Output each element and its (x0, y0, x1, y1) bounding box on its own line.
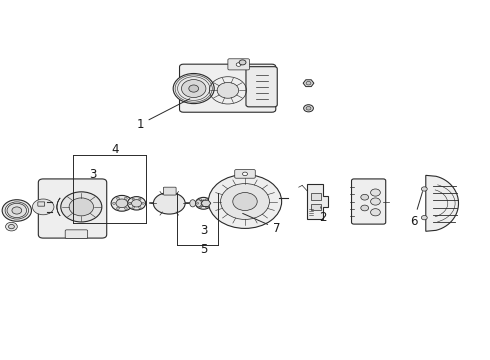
Circle shape (7, 203, 26, 218)
Bar (311, 193, 321, 200)
Ellipse shape (111, 195, 133, 211)
Ellipse shape (153, 193, 185, 214)
Circle shape (132, 198, 134, 200)
Circle shape (124, 207, 127, 210)
Text: 3: 3 (200, 224, 207, 237)
FancyBboxPatch shape (179, 64, 276, 112)
Circle shape (199, 206, 202, 208)
Circle shape (139, 207, 141, 208)
Circle shape (243, 172, 247, 176)
FancyBboxPatch shape (228, 59, 249, 70)
Circle shape (370, 209, 380, 216)
Circle shape (208, 175, 282, 228)
Circle shape (233, 193, 257, 211)
Circle shape (208, 203, 210, 204)
FancyBboxPatch shape (38, 179, 107, 238)
Ellipse shape (116, 199, 128, 208)
Polygon shape (201, 200, 211, 206)
Circle shape (370, 189, 380, 196)
Circle shape (306, 81, 311, 85)
Circle shape (124, 197, 127, 199)
Circle shape (236, 63, 241, 66)
Circle shape (128, 202, 131, 204)
Text: 4: 4 (112, 143, 119, 156)
Circle shape (205, 199, 207, 201)
Ellipse shape (127, 197, 146, 210)
Circle shape (117, 207, 120, 210)
Circle shape (361, 205, 368, 211)
Text: 6: 6 (410, 192, 422, 228)
Circle shape (32, 199, 54, 215)
Text: 7: 7 (243, 213, 280, 235)
Circle shape (306, 107, 311, 110)
FancyBboxPatch shape (351, 179, 386, 224)
Circle shape (196, 203, 199, 204)
Circle shape (181, 80, 206, 98)
Circle shape (5, 222, 17, 231)
FancyBboxPatch shape (246, 67, 277, 107)
Ellipse shape (196, 197, 212, 209)
Circle shape (199, 199, 202, 201)
FancyBboxPatch shape (163, 187, 176, 195)
FancyBboxPatch shape (65, 230, 88, 238)
FancyBboxPatch shape (235, 170, 255, 178)
Text: 5: 5 (200, 243, 207, 256)
Circle shape (69, 198, 94, 216)
Circle shape (12, 207, 22, 214)
Circle shape (8, 225, 14, 229)
Circle shape (421, 216, 427, 220)
Polygon shape (426, 175, 459, 231)
Circle shape (173, 73, 214, 104)
Polygon shape (303, 80, 314, 87)
Circle shape (239, 60, 246, 65)
Circle shape (139, 198, 141, 200)
Circle shape (142, 202, 145, 204)
Ellipse shape (190, 200, 196, 207)
Circle shape (421, 187, 427, 191)
Circle shape (2, 200, 31, 221)
FancyBboxPatch shape (38, 202, 45, 206)
Circle shape (370, 198, 380, 205)
Circle shape (113, 202, 116, 204)
Ellipse shape (196, 200, 201, 207)
Circle shape (304, 105, 314, 112)
Circle shape (361, 194, 368, 200)
Bar (311, 204, 321, 211)
Circle shape (132, 207, 134, 208)
Circle shape (61, 192, 102, 222)
Circle shape (189, 85, 198, 92)
Text: 3: 3 (89, 168, 96, 181)
Circle shape (117, 197, 120, 199)
Circle shape (217, 82, 239, 98)
Ellipse shape (131, 200, 142, 207)
Polygon shape (307, 184, 328, 219)
Polygon shape (184, 67, 272, 109)
Circle shape (129, 202, 131, 204)
Circle shape (220, 184, 270, 220)
Circle shape (205, 206, 207, 208)
Text: 2: 2 (319, 207, 327, 224)
Ellipse shape (199, 200, 208, 207)
Text: 1: 1 (136, 99, 190, 131)
